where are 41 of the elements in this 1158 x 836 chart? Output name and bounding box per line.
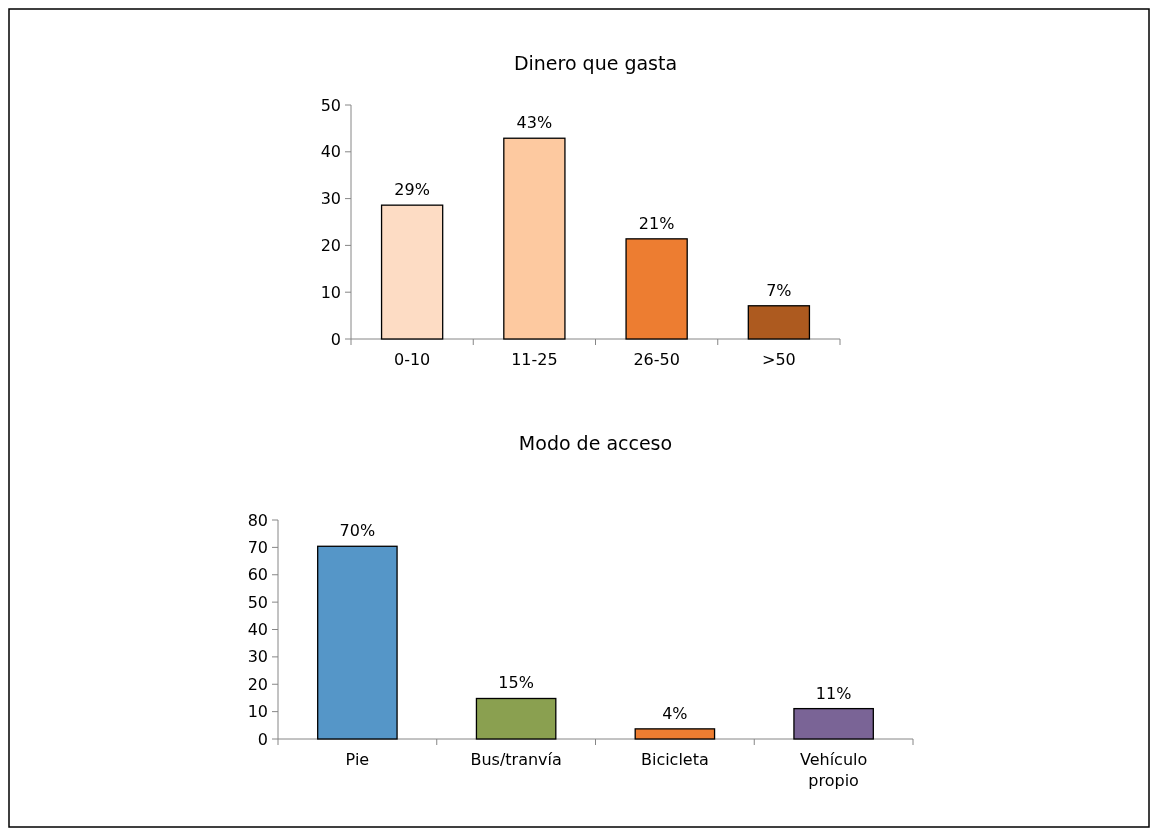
y-tick-label: 50 [247,592,268,612]
y-tick-label: 10 [320,282,341,302]
bar [625,238,688,340]
x-tick-label: 26-50 [633,350,680,369]
y-tick-label: 30 [247,647,268,667]
y-tick-label: 10 [247,702,268,722]
x-tick-label: Pie [345,750,370,769]
bar [380,204,444,340]
data-label: 11% [815,683,852,703]
y-tick-label: 20 [320,236,341,255]
chart-title: Modo de acceso [518,432,673,454]
bar [503,137,566,340]
x-tick-label: Bicicleta [640,750,709,769]
y-tick-label: 40 [320,142,341,162]
y-tick-label: 70 [247,537,268,557]
x-tick-label: Bus/tranvía [470,750,562,769]
bar [747,305,811,340]
data-label: 29% [394,180,430,200]
y-tick-label: 0 [257,729,268,749]
bar [475,697,557,740]
x-tick-label: >50 [761,350,796,369]
y-tick-label: 50 [320,95,341,115]
bar [317,545,398,740]
data-label: 4% [662,703,688,723]
y-tick-label: 0 [330,329,341,349]
chart-title: Dinero que gasta [513,52,678,74]
x-tick-label: 11-25 [511,350,558,369]
y-tick-label: 20 [247,674,268,694]
x-tick-label: Vehículo propio [799,750,868,790]
data-label: 43% [516,113,553,133]
data-label: 21% [638,213,675,233]
y-tick-label: 30 [320,189,341,209]
bar [793,707,874,740]
y-tick-label: 40 [247,620,268,640]
data-label: 15% [498,673,534,693]
data-label: 70% [339,521,376,541]
y-tick-label: 60 [247,565,268,585]
data-label: 7% [766,280,792,300]
bar [634,728,716,740]
x-tick-label: 0-10 [393,350,431,369]
y-tick-label: 80 [247,510,268,530]
